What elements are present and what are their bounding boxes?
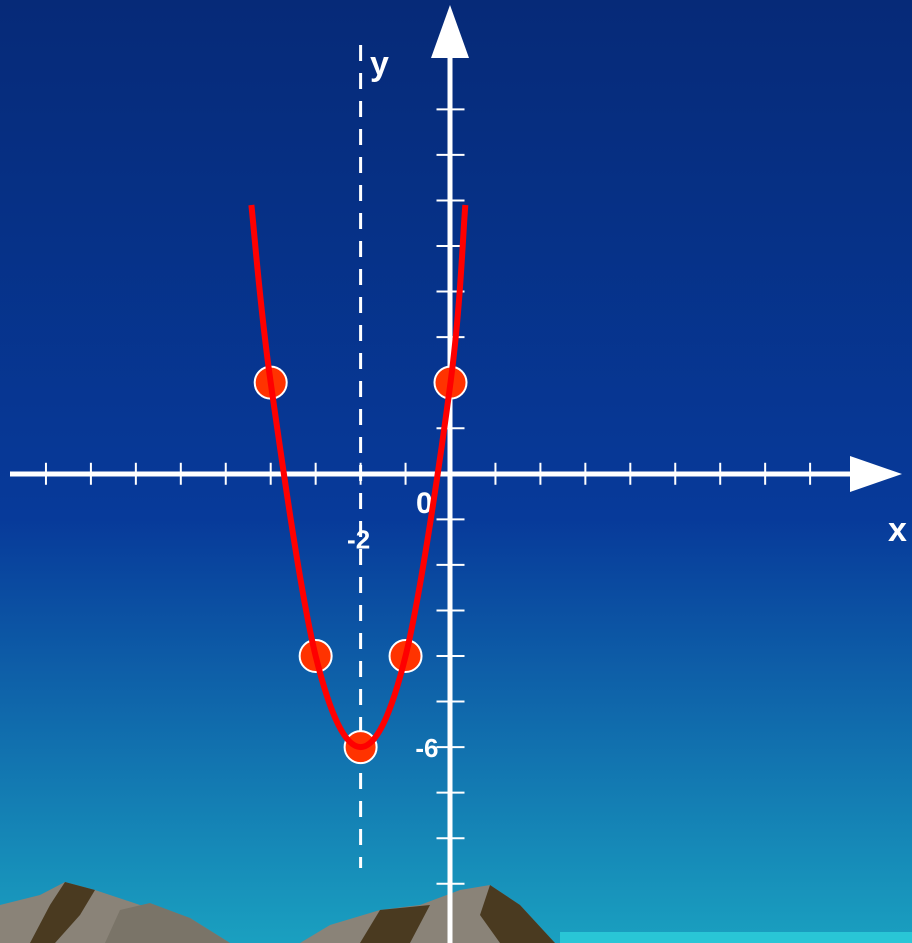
x-arrow <box>850 456 902 492</box>
curve <box>248 204 469 751</box>
x-axis-label: x <box>888 511 907 549</box>
y-arrow <box>431 5 469 58</box>
y-axis-label: y <box>370 45 389 83</box>
mountains <box>0 882 555 943</box>
origin-label: 0 <box>416 487 433 520</box>
footer-bar <box>560 932 912 943</box>
y-tick-label: -6 <box>415 733 438 763</box>
x-tick-label: -2 <box>347 525 370 555</box>
